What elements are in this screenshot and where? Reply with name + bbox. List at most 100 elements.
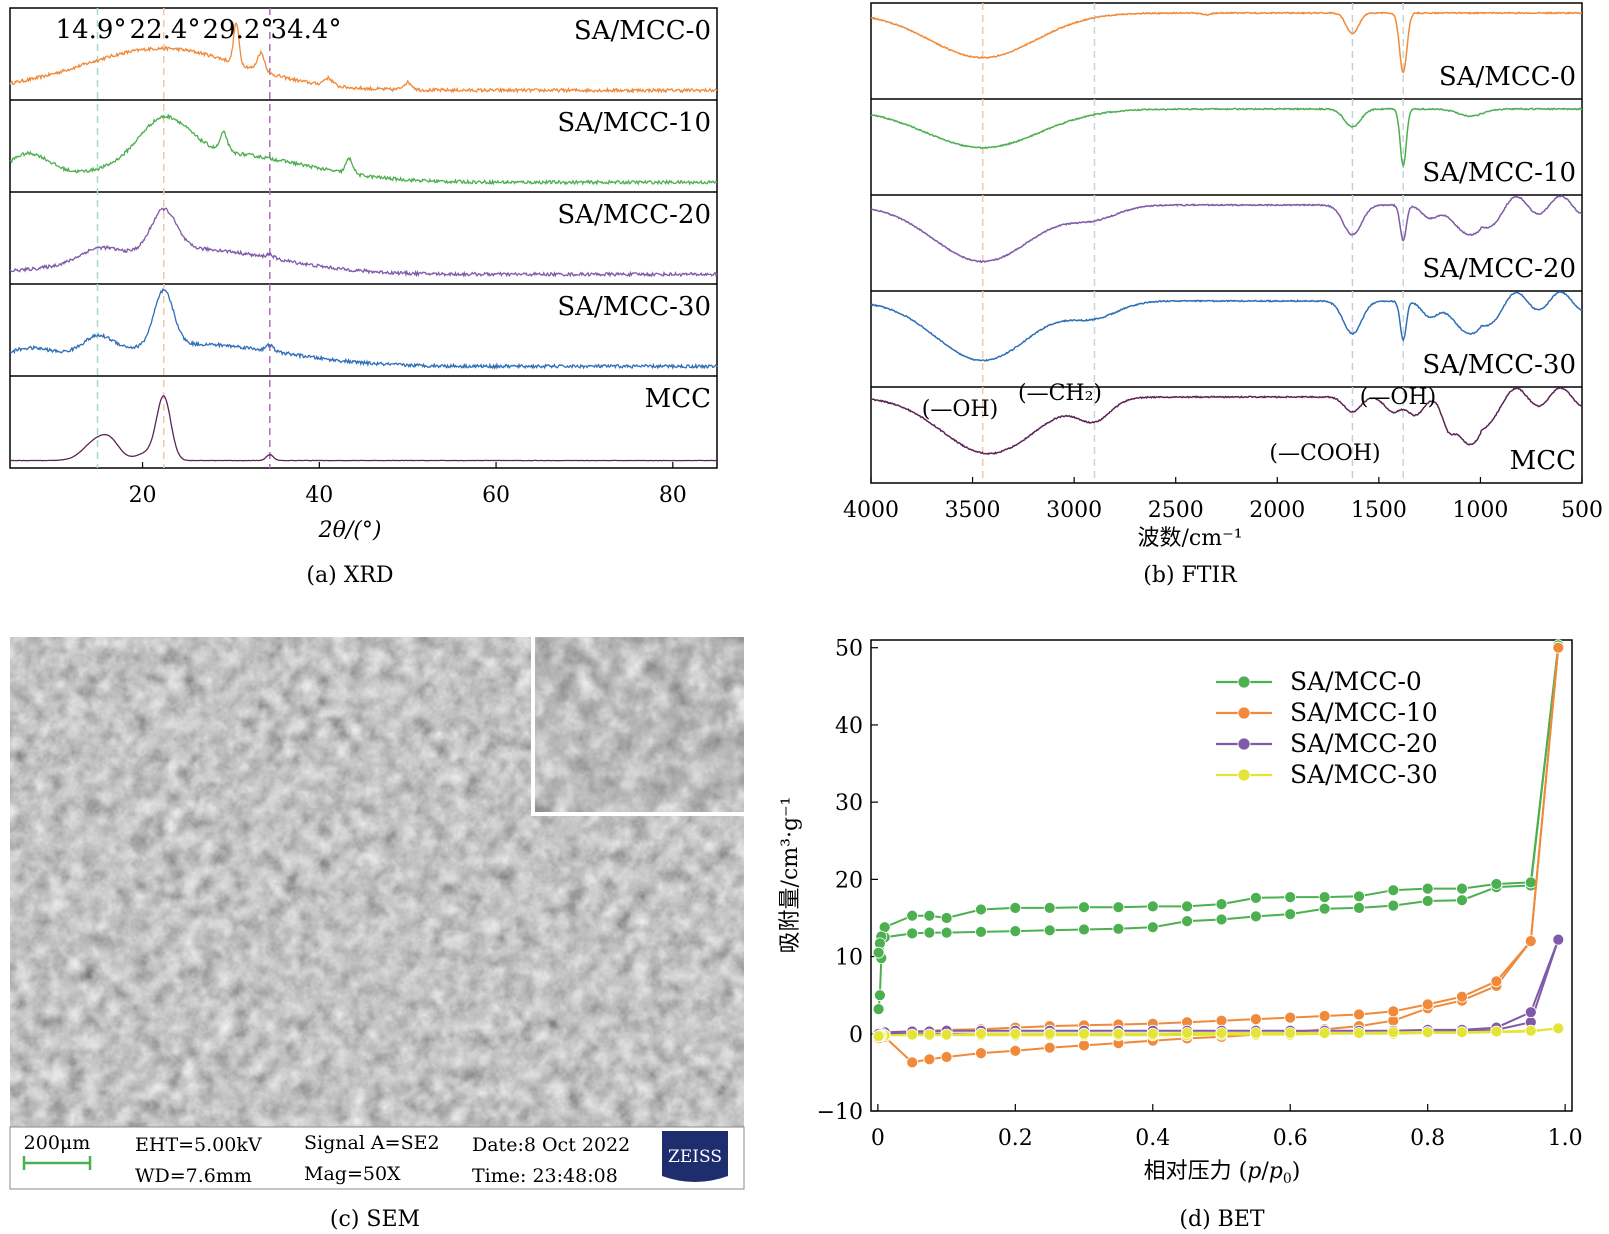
bet-x-tick-label: 0.4 <box>1135 1126 1170 1151</box>
ftir-tick-label: 3500 <box>945 498 1001 523</box>
xrd-series-sa-mcc-0 <box>9 22 718 94</box>
bet-x-tick-label: 0 <box>871 1126 885 1151</box>
bet-point <box>1490 878 1503 890</box>
bet-series-sa-mcc-0 <box>872 639 1565 1015</box>
xrd-series-label: MCC <box>645 384 711 414</box>
bet-y-tick-label: 10 <box>835 946 863 971</box>
sem-image: 200μm EHT=5.00kV WD=7.6mm Signal A=SE2 M… <box>9 637 745 1232</box>
ftir-tick-label: 2500 <box>1148 498 1204 523</box>
ftir-series-label: SA/MCC-0 <box>1439 62 1576 92</box>
bet-y-tick-label: 20 <box>835 868 863 893</box>
bet-point <box>1250 1013 1262 1025</box>
bet-point <box>1009 925 1022 937</box>
bet-point <box>1387 1026 1400 1039</box>
bet-plot-frame <box>870 639 1573 1112</box>
bet-point <box>1284 891 1297 903</box>
xrd-series-label: SA/MCC-20 <box>557 200 711 230</box>
bet-point <box>975 1047 987 1059</box>
bet-series-sa-mcc-10 <box>872 641 1565 1069</box>
bet-point <box>1078 1039 1090 1052</box>
bet-point <box>1353 1027 1365 1039</box>
bet-x-tick-label: 0.8 <box>1410 1126 1445 1151</box>
bet-point <box>923 1053 936 1066</box>
bet-point <box>940 1051 953 1063</box>
bet-point <box>923 926 936 939</box>
bet-legend-label: SA/MCC-0 <box>1290 667 1422 696</box>
xrd-series-labels: SA/MCC-0 SA/MCC-10 SA/MCC-20 SA/MCC-30 MCC <box>557 16 711 414</box>
bet-point <box>1146 921 1159 934</box>
bet-series-sa-mcc-30 <box>872 1022 1565 1042</box>
ftir-series-label: MCC <box>1510 446 1576 476</box>
bet-point <box>1552 933 1565 946</box>
xrd-series-sa-mcc-30 <box>9 288 718 370</box>
bet-point <box>1009 1027 1022 1040</box>
sem-signal: Signal A=SE2 <box>304 1132 440 1154</box>
zeiss-logo: ZEISS <box>662 1131 728 1182</box>
bet-point <box>872 946 885 959</box>
bet-point <box>906 1056 919 1069</box>
ftir-annotation-oh-1380: (—OH) <box>1360 385 1436 410</box>
bet-point <box>1524 935 1537 947</box>
bet-point <box>872 1003 885 1015</box>
bet-point <box>906 927 919 940</box>
xrd-peak-label: 29.2° <box>203 15 274 45</box>
bet-point <box>1009 902 1022 914</box>
bet-point <box>1112 1027 1125 1040</box>
xrd-tick-label: 80 <box>659 483 687 508</box>
ftir-panel-frames <box>870 2 1583 484</box>
bet-legend-marker <box>1237 706 1251 720</box>
bet-point <box>1284 1011 1297 1024</box>
ftir-tick-label: 1500 <box>1351 498 1407 523</box>
bet-point <box>1112 901 1125 914</box>
bet-y-tick-label: −10 <box>817 1100 863 1125</box>
bet-point <box>940 912 953 924</box>
bet-point <box>975 926 987 938</box>
caption-a: (a) XRD <box>306 563 393 588</box>
ftir-outer-frame <box>870 2 1583 484</box>
bet-point <box>1078 1027 1090 1040</box>
xrd-outer-frame <box>9 7 718 469</box>
ftir-annotation-ch2: (—CH₂) <box>1018 381 1102 406</box>
bet-point <box>1353 890 1365 903</box>
ftir-reference-lines <box>981 3 1404 483</box>
bet-point <box>1146 1027 1159 1040</box>
bet-point <box>1043 924 1056 937</box>
bet-point <box>1112 922 1125 935</box>
xrd-reference-lines <box>96 8 271 468</box>
bet-point <box>1524 1006 1537 1019</box>
bet-point <box>874 989 886 1002</box>
bet-point <box>1181 900 1193 913</box>
bet-x-axis-label: 相对压力 (p/p0) <box>1144 1159 1301 1187</box>
sem-inset-micrograph <box>533 637 744 814</box>
bet-point <box>940 1028 953 1041</box>
bet-y-tick-label: 30 <box>835 791 863 816</box>
bet-point <box>906 909 919 922</box>
bet-legend-label: SA/MCC-20 <box>1290 729 1438 758</box>
bet-point <box>1456 894 1468 907</box>
bet-point <box>1490 975 1503 988</box>
bet-point <box>1009 1044 1022 1057</box>
caption-b: (b) FTIR <box>1143 563 1238 588</box>
ftir-series-label: SA/MCC-10 <box>1422 158 1576 188</box>
bet-legend-marker <box>1237 737 1251 751</box>
bet-point <box>1284 908 1297 920</box>
bet-point <box>923 909 936 922</box>
sem-info-bar <box>9 1126 745 1190</box>
caption-d: (d) BET <box>1179 1207 1264 1232</box>
xrd-peak-label: 14.9° <box>56 15 127 45</box>
bet-series <box>872 639 1565 1069</box>
bet-point <box>1421 998 1434 1011</box>
xrd-tick-label: 20 <box>129 483 157 508</box>
ftir-series-mcc <box>870 386 1582 456</box>
sem-date: Date:8 Oct 2022 <box>472 1134 630 1156</box>
xrd-peak-labels: 14.9° 22.4° 29.2°34.4° <box>56 15 342 45</box>
bet-point <box>975 1027 987 1040</box>
bet-point <box>1284 1027 1297 1039</box>
bet-point <box>1250 892 1262 904</box>
bet-legend-marker <box>1237 768 1251 782</box>
sem-mag: Mag=50X <box>304 1163 401 1185</box>
sem-scale-bar <box>22 1156 92 1170</box>
bet-point <box>1524 876 1537 889</box>
ftir-series-sa-mcc-0 <box>870 11 1583 75</box>
ftir-annotation-cooh: (—COOH) <box>1269 441 1380 466</box>
